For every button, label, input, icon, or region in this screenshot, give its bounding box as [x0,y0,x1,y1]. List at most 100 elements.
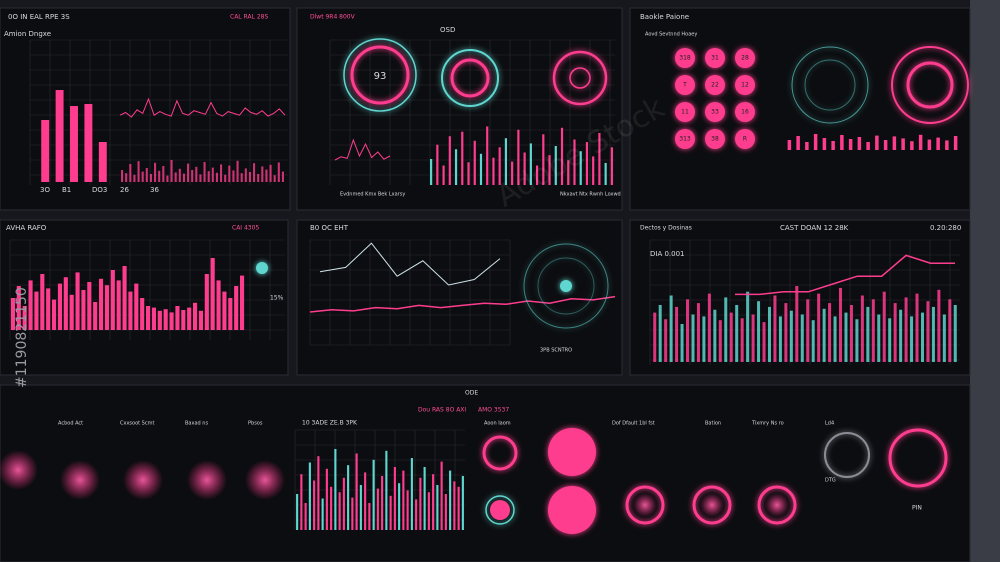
bar [410,458,413,530]
bar [467,162,470,185]
panel [296,7,623,211]
circle-button [675,129,695,149]
bar [871,299,875,362]
gauge-ring [891,46,969,124]
bar [364,472,367,530]
bar [457,486,460,530]
bar [448,136,451,185]
gauge-ring [552,50,608,106]
bar [273,175,276,182]
pin: PIN [912,505,922,512]
gauge [548,428,596,476]
title: B0 OC EHT [310,224,349,232]
bar [796,136,800,150]
circle-label: 31 [711,55,719,62]
bar [222,291,227,330]
bar [787,140,792,150]
bar [415,499,418,530]
indicator [256,262,268,274]
bar [542,134,545,185]
bar [828,303,832,362]
bar [34,291,39,330]
glow [0,450,38,490]
bar [610,147,613,185]
bar [888,318,892,362]
bar [145,168,148,182]
bar [560,127,564,185]
bar [875,135,879,150]
subtitle: CAL RAL 28S [230,14,268,21]
bar [281,171,284,182]
bar [855,319,859,362]
bar [16,286,21,330]
glow [187,460,227,500]
bar [121,170,124,182]
bar [839,287,843,362]
bar [169,312,174,330]
label: Amion Dngxe [4,30,51,38]
bar [831,141,835,150]
circle-label: 12 [741,82,749,89]
caption: 3PB SCNTRO [540,348,572,354]
label: Baxad ns [185,421,208,427]
circle-button [705,102,725,122]
bar [87,282,92,330]
bar [406,490,409,530]
bar [211,167,214,182]
note: Nkxavt Ntx Rwnh Loxwd [560,192,621,198]
title: 0O IN EAL RPE 3S [8,13,70,21]
bar [308,462,311,530]
bar [822,138,827,150]
title: AVHA RAFO [6,224,47,232]
footer: B1 [62,186,71,194]
circle-button [735,129,755,149]
bar [151,307,156,330]
bar [269,164,272,182]
bar [122,266,127,330]
glow [700,493,724,517]
bar [707,293,711,362]
bar [220,164,223,182]
gauge-ring [625,485,665,525]
bar [257,174,260,182]
bar [915,293,919,362]
bar [304,503,307,530]
bar [389,495,392,530]
bar [207,171,210,182]
bar [849,305,853,362]
glow [60,460,100,500]
bar [746,291,750,362]
bar [461,131,464,185]
bar [669,295,673,362]
title: Baokle Paione [640,13,689,21]
bar [461,476,464,530]
bar [351,497,354,530]
bar [840,135,844,150]
bar [773,295,777,362]
footer: 36 [150,186,159,194]
gauge-ring [350,45,410,105]
line [309,295,616,313]
bar [210,258,215,330]
bar [866,142,870,150]
bar [718,320,722,362]
gauge-ring [757,485,797,525]
bar [805,142,809,150]
value: 0.20:280 [930,224,961,232]
bar [224,174,227,182]
bar [55,90,64,182]
bar [402,470,405,530]
circle-button [735,75,755,95]
label: Tixmry Ns ro [751,421,784,427]
bar [10,298,15,330]
bar [355,453,358,530]
gauge-ring [523,243,609,329]
bar [162,166,165,182]
bar [193,302,198,330]
bar [882,291,886,362]
bar [735,305,739,362]
label: Acbod Act [58,421,83,427]
bar [899,309,903,362]
bar [317,456,320,530]
